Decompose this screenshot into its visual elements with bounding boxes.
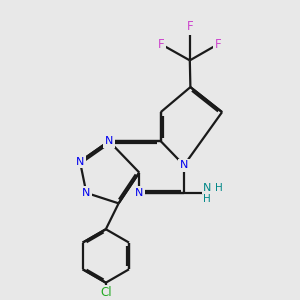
Text: F: F bbox=[214, 38, 221, 51]
Text: N: N bbox=[82, 188, 91, 198]
Text: H: H bbox=[215, 183, 223, 193]
Text: F: F bbox=[158, 38, 165, 51]
Text: N: N bbox=[203, 183, 212, 193]
Text: N: N bbox=[180, 160, 188, 170]
Text: Cl: Cl bbox=[100, 286, 112, 299]
Text: F: F bbox=[187, 20, 193, 33]
Text: N: N bbox=[76, 157, 84, 166]
Text: N: N bbox=[105, 136, 113, 146]
Text: N: N bbox=[135, 188, 143, 198]
Text: H: H bbox=[203, 194, 211, 204]
